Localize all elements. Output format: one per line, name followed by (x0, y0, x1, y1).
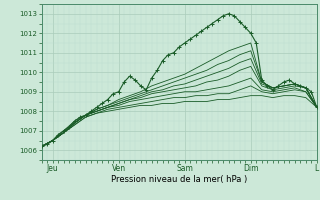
X-axis label: Pression niveau de la mer( hPa ): Pression niveau de la mer( hPa ) (111, 175, 247, 184)
